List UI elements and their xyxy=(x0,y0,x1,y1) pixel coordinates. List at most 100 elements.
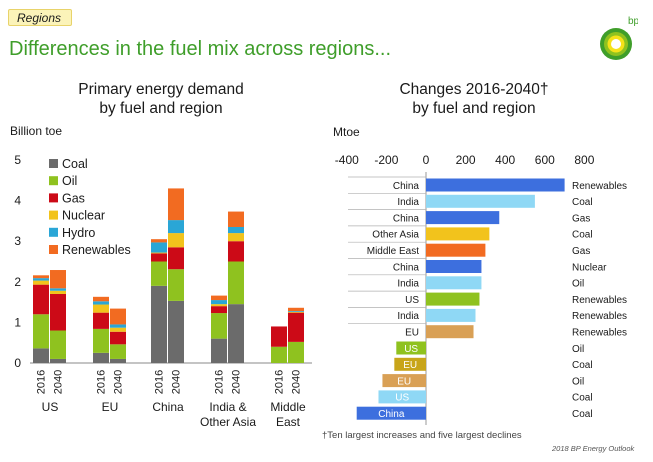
bar-segment-nuclear xyxy=(288,311,304,313)
change-category-label: US xyxy=(405,295,419,306)
bar-segment-hydro xyxy=(288,311,304,312)
legend-swatch-hydro xyxy=(49,227,58,237)
year-tick-label: 2040 xyxy=(290,370,302,394)
year-tick-label: 2016 xyxy=(95,370,107,394)
change-fuel-label: Oil xyxy=(572,376,584,387)
bar-segment-oil xyxy=(211,313,227,339)
change-bar xyxy=(426,194,535,208)
change-category-label: EU xyxy=(397,376,411,387)
change-bar xyxy=(426,211,500,225)
bar-segment-gas xyxy=(50,293,66,331)
change-category-label: Middle East xyxy=(367,246,419,257)
region-label: Middle xyxy=(270,400,306,414)
bar-segment-renewables xyxy=(228,211,244,227)
change-fuel-label: Coal xyxy=(572,393,593,404)
bar-segment-renewables xyxy=(151,239,167,243)
legend-label-oil: Oil xyxy=(62,174,77,188)
change-fuel-label: Coal xyxy=(572,360,593,371)
y-tick-label: 1 xyxy=(14,315,21,329)
legend-swatch-oil xyxy=(49,176,58,186)
right-chart-title-line2: by fuel and region xyxy=(412,100,536,117)
bar-segment-oil xyxy=(151,261,167,286)
bar-segment-hydro xyxy=(33,278,49,281)
bar-segment-oil xyxy=(228,261,244,305)
year-tick-label: 2016 xyxy=(35,370,47,394)
change-fuel-label: Gas xyxy=(572,246,590,257)
change-bar xyxy=(356,406,426,420)
change-bar xyxy=(382,374,426,388)
footnote: †Ten largest increases and five largest … xyxy=(322,430,522,441)
bar-segment-gas xyxy=(151,253,167,262)
region-label: EU xyxy=(102,400,119,414)
change-category-label: China xyxy=(393,181,420,192)
change-bar xyxy=(426,178,565,192)
bar-segment-renewables xyxy=(50,270,66,289)
year-tick-label: 2016 xyxy=(273,370,285,394)
bar-segment-nuclear xyxy=(50,290,66,294)
x-tick-label: -400 xyxy=(335,153,359,167)
x-tick-label: 0 xyxy=(423,153,430,167)
legend-label-coal: Coal xyxy=(62,157,88,171)
change-fuel-label: Oil xyxy=(572,344,584,355)
bar-segment-coal xyxy=(50,358,66,363)
change-category-label: India xyxy=(397,197,419,208)
bar-segment-gas xyxy=(110,331,126,345)
right-chart-unit: Mtoe xyxy=(333,125,360,139)
bar-segment-hydro xyxy=(50,288,66,291)
legend-swatch-gas xyxy=(49,193,58,203)
change-fuel-label: Renewables xyxy=(572,181,627,192)
legend-swatch-nuclear xyxy=(49,210,58,220)
change-bar xyxy=(426,260,482,273)
bar-segment-gas xyxy=(271,326,287,347)
bar-segment-renewables xyxy=(110,308,126,325)
year-tick-label: 2040 xyxy=(112,370,124,394)
left-chart-title: Primary energy demand by fuel and region xyxy=(68,80,254,118)
bar-segment-renewables xyxy=(211,295,227,301)
legend-label-gas: Gas xyxy=(62,191,85,205)
x-tick-label: 800 xyxy=(574,153,594,167)
region-label: China xyxy=(152,400,184,414)
change-fuel-label: Nuclear xyxy=(572,262,607,273)
year-tick-label: 2016 xyxy=(213,370,225,394)
bar-segment-renewables xyxy=(93,296,109,302)
region-label: East xyxy=(276,415,301,429)
left-chart-title-line1: Primary energy demand xyxy=(78,81,244,98)
change-category-label: US xyxy=(404,344,418,355)
bar-segment-hydro xyxy=(211,300,227,305)
year-tick-label: 2040 xyxy=(230,370,242,394)
bar-segment-renewables xyxy=(168,188,184,221)
bar-segment-gas xyxy=(93,312,109,329)
bar-segment-nuclear xyxy=(211,304,227,307)
bar-segment-gas xyxy=(33,284,49,315)
year-tick-label: 2040 xyxy=(170,370,182,394)
legend-label-renewables: Renewables xyxy=(62,243,131,257)
year-tick-label: 2040 xyxy=(52,370,64,394)
y-tick-label: 4 xyxy=(14,194,21,208)
bar-segment-oil xyxy=(93,328,109,353)
change-fuel-label: Coal xyxy=(572,197,593,208)
change-category-label: US xyxy=(395,393,409,404)
change-fuel-label: Oil xyxy=(572,279,584,290)
change-bar xyxy=(426,227,490,241)
left-chart-unit: Billion toe xyxy=(10,124,63,138)
bar-segment-oil xyxy=(33,314,49,349)
right-chart-title: Changes 2016-2040† by fuel and region xyxy=(392,80,556,118)
bar-segment-hydro xyxy=(93,301,109,305)
change-bar xyxy=(378,390,426,404)
change-fuel-label: Gas xyxy=(572,213,590,224)
section-tag: Regions xyxy=(8,9,72,26)
y-tick-label: 2 xyxy=(14,275,21,289)
bar-segment-renewables xyxy=(288,307,304,312)
x-tick-label: -200 xyxy=(374,153,398,167)
legend-swatch-renewables xyxy=(49,245,58,254)
bar-segment-gas xyxy=(288,312,304,342)
region-label: US xyxy=(42,400,59,414)
x-tick-label: 400 xyxy=(495,153,515,167)
bar-segment-coal xyxy=(228,304,244,363)
change-category-label: EU xyxy=(403,360,417,371)
right-chart-title-line1: Changes 2016-2040† xyxy=(399,81,549,98)
page-title: Differences in the fuel mix across regio… xyxy=(9,38,392,60)
change-category-label: EU xyxy=(405,327,419,338)
change-fuel-label: Coal xyxy=(572,409,593,420)
